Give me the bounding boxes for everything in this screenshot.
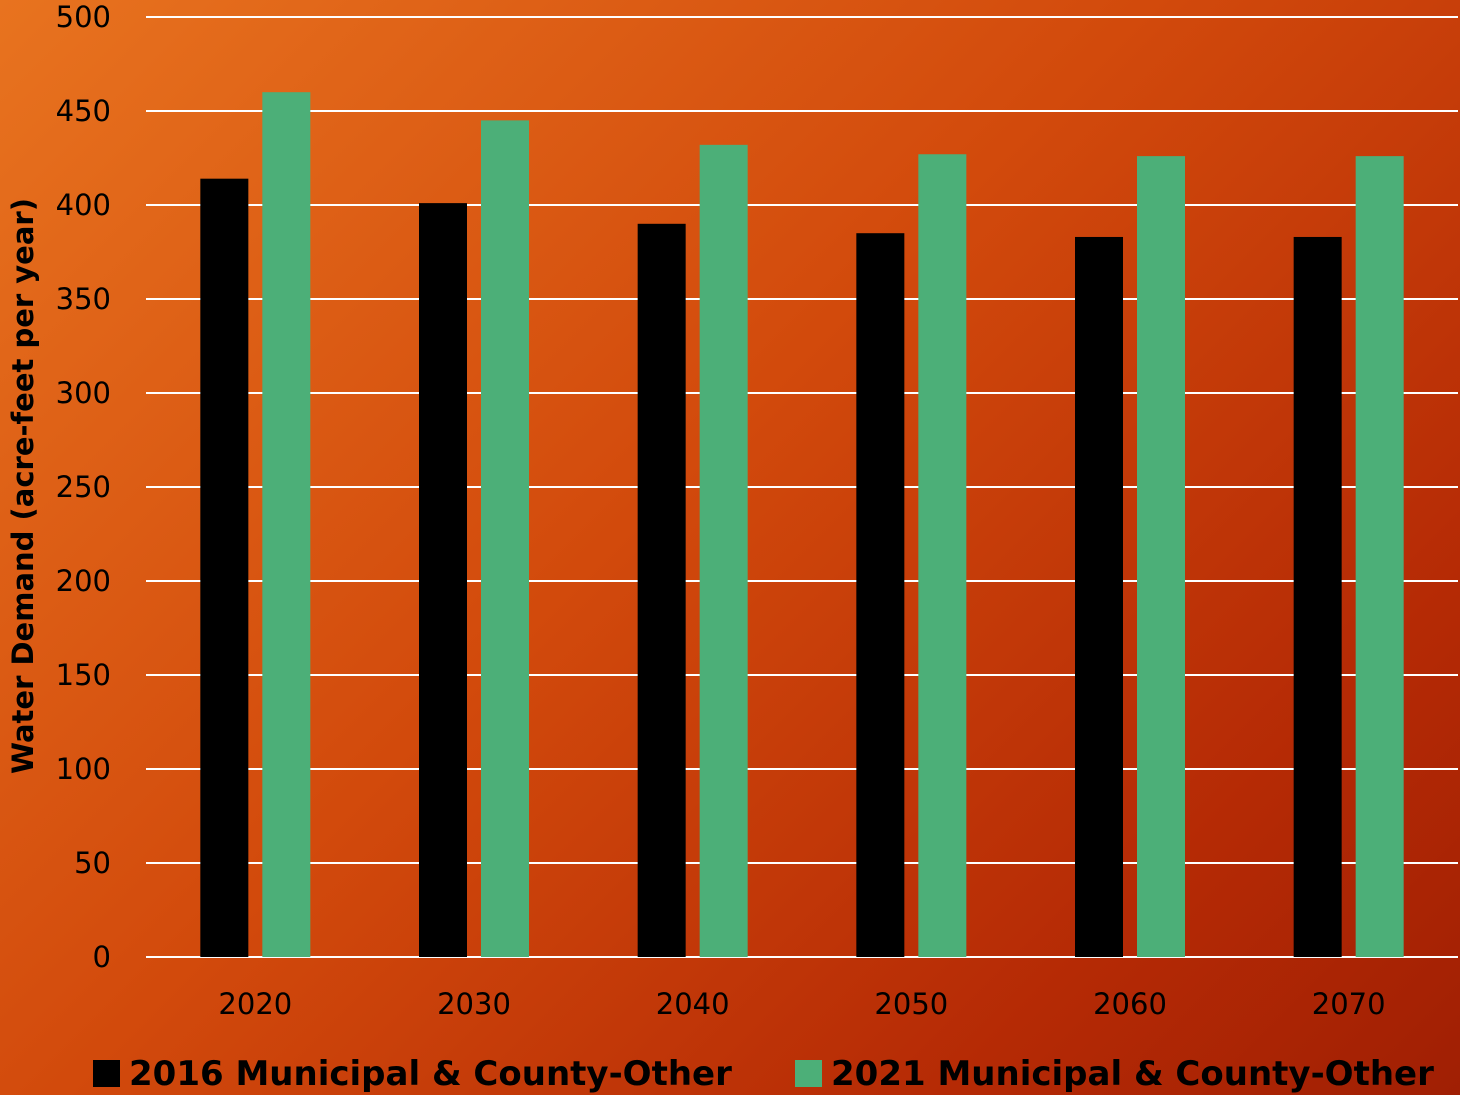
x-tick-label: 2070	[1312, 987, 1386, 1021]
x-tick-label: 2060	[1093, 987, 1167, 1021]
x-tick-label: 2040	[656, 987, 730, 1021]
legend: 2016 Municipal & County-Other 2021 Munici…	[93, 1054, 1434, 1094]
y-axis-title: Water Demand (acre-feet per year)	[6, 198, 40, 774]
y-tick-label: 500	[56, 0, 111, 34]
bar-2040-series-1	[637, 223, 686, 958]
bar-2020-series-2	[262, 92, 311, 957]
x-axis-ticks: 2020 2030 2040 2050 2060 2070	[218, 987, 1385, 1021]
legend-swatch-2	[795, 1060, 822, 1087]
bar-2050-series-2	[918, 154, 967, 958]
y-tick-label: 400	[56, 188, 111, 222]
y-tick-label: 300	[56, 376, 111, 410]
y-tick-label: 100	[56, 752, 111, 786]
bars	[200, 92, 1404, 958]
gridlines	[146, 16, 1458, 958]
bar-2070-series-1	[1293, 236, 1342, 957]
bar-2030-series-2	[481, 120, 529, 957]
x-tick-label: 2050	[874, 987, 948, 1021]
x-tick-label: 2020	[218, 987, 292, 1021]
y-tick-label: 350	[56, 282, 111, 316]
x-tick-label: 2030	[437, 987, 511, 1021]
y-tick-label: 150	[56, 658, 111, 692]
y-tick-label: 200	[56, 564, 111, 598]
legend-label-1: 2016 Municipal & County-Other	[129, 1054, 732, 1094]
legend-swatch-1	[93, 1060, 120, 1087]
bar-2030-series-1	[419, 203, 467, 957]
bar-2020-series-1	[200, 178, 249, 957]
y-tick-label: 0	[93, 940, 111, 974]
legend-label-2: 2021 Municipal & County-Other	[831, 1054, 1434, 1094]
y-axis-ticks: 0 50 100 150 200 250 300 350 400 450 500	[56, 0, 111, 974]
bar-2040-series-2	[699, 144, 748, 958]
bar-2070-series-2	[1355, 156, 1404, 957]
y-tick-label: 250	[56, 470, 111, 504]
y-tick-label: 50	[74, 846, 111, 880]
bar-2050-series-1	[856, 233, 905, 957]
bar-2060-series-1	[1075, 236, 1123, 957]
y-tick-label: 450	[56, 94, 111, 128]
bar-2060-series-2	[1137, 156, 1185, 957]
